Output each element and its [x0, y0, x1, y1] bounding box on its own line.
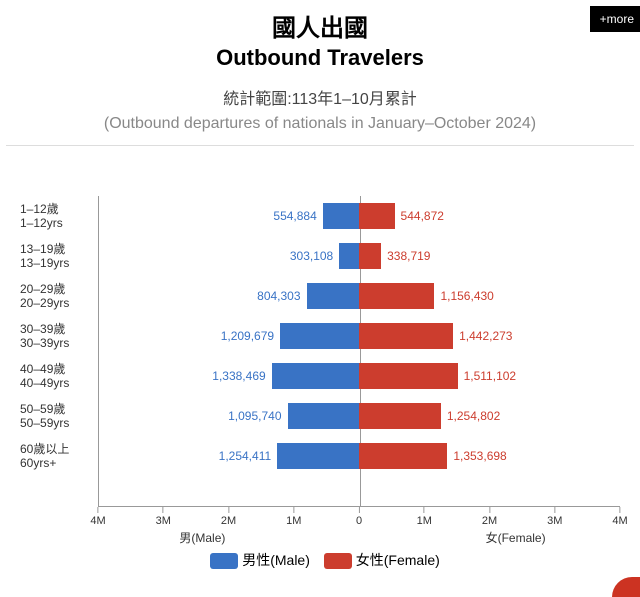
bar-pair: 554,884544,872 [98, 196, 620, 236]
x-tick-label: 2M [221, 515, 236, 527]
corner-decoration [612, 577, 640, 597]
value-label-male: 554,884 [273, 209, 322, 223]
chart-row: 13–19歲13–19yrs303,108338,719 [20, 236, 620, 276]
y-label: 20–29歲20–29yrs [20, 282, 98, 311]
bar-female: 1,442,273 [359, 323, 453, 349]
value-label-male: 303,108 [290, 249, 339, 263]
title-zh: 國人出國 [0, 8, 640, 43]
bar-female: 1,254,802 [359, 403, 441, 429]
legend-swatch-female [324, 553, 352, 569]
chart-row: 30–39歲30–39yrs1,209,6791,442,273 [20, 316, 620, 356]
chart-row: 1–12歲1–12yrs554,884544,872 [20, 196, 620, 236]
value-label-male: 1,209,679 [221, 329, 280, 343]
chart-row: 60歲以上60yrs+1,254,4111,353,698 [20, 436, 620, 476]
value-label-female: 1,442,273 [453, 329, 512, 343]
value-label-female: 1,254,802 [441, 409, 500, 423]
legend-label-female: 女性(Female) [356, 552, 440, 568]
y-label: 13–19歲13–19yrs [20, 242, 98, 271]
x-tick-label: 4M [612, 515, 627, 527]
value-label-female: 1,353,698 [447, 449, 506, 463]
legend-swatch-male [210, 553, 238, 569]
value-label-female: 1,511,102 [458, 369, 517, 383]
x-tick: 3M [547, 507, 562, 527]
x-tick-label: 0 [356, 515, 362, 527]
value-label-female: 1,156,430 [434, 289, 493, 303]
title-en: Outbound Travelers [0, 45, 640, 71]
bar-female: 1,511,102 [359, 363, 458, 389]
bar-pair: 1,209,6791,442,273 [98, 316, 620, 356]
x-tick-label: 3M [547, 515, 562, 527]
x-tick: 0 [356, 507, 362, 527]
bar-male: 303,108 [339, 243, 359, 269]
axis-title-male: 男(Male) [179, 529, 225, 546]
bar-male: 804,303 [307, 283, 359, 309]
x-tick: 3M [156, 507, 171, 527]
bar-female: 1,156,430 [359, 283, 434, 309]
x-tick-label: 2M [482, 515, 497, 527]
x-tick: 1M [286, 507, 301, 527]
axis-title-female: 女(Female) [486, 529, 546, 546]
bar-male: 1,095,740 [288, 403, 359, 429]
y-label: 30–39歲30–39yrs [20, 322, 98, 351]
x-tick-label: 1M [417, 515, 432, 527]
bar-female: 544,872 [359, 203, 395, 229]
x-tick-label: 1M [286, 515, 301, 527]
y-label: 50–59歲50–59yrs [20, 402, 98, 431]
value-label-male: 1,095,740 [228, 409, 287, 423]
subtitle-en: (Outbound departures of nationals in Jan… [0, 115, 640, 133]
x-tick: 4M [612, 507, 627, 527]
value-label-male: 1,338,469 [212, 369, 271, 383]
value-label-male: 804,303 [257, 289, 306, 303]
bar-pair: 1,095,7401,254,802 [98, 396, 620, 436]
chart-header: 國人出國 Outbound Travelers 統計範圍:113年1–10月累計… [0, 0, 640, 145]
x-tick: 4M [90, 507, 105, 527]
x-tick: 2M [221, 507, 236, 527]
bar-female: 1,353,698 [359, 443, 447, 469]
y-label: 40–49歲40–49yrs [20, 362, 98, 391]
bar-pair: 1,338,4691,511,102 [98, 356, 620, 396]
subtitle-zh: 統計範圍:113年1–10月累計 [0, 85, 640, 109]
x-tick-label: 4M [90, 515, 105, 527]
value-label-female: 338,719 [381, 249, 430, 263]
pyramid-chart: 1–12歲1–12yrs554,884544,87213–19歲13–19yrs… [20, 196, 620, 506]
x-axis: 男(Male) 女(Female) 4M3M2M1M01M2M3M4M [98, 506, 620, 546]
bar-male: 1,254,411 [277, 443, 359, 469]
y-label: 1–12歲1–12yrs [20, 202, 98, 231]
divider [6, 145, 634, 146]
bar-male: 1,209,679 [280, 323, 359, 349]
value-label-male: 1,254,411 [219, 449, 278, 463]
value-label-female: 544,872 [395, 209, 444, 223]
legend-label-male: 男性(Male) [242, 552, 310, 568]
y-label: 60歲以上60yrs+ [20, 442, 98, 471]
bar-female: 338,719 [359, 243, 381, 269]
x-tick: 2M [482, 507, 497, 527]
x-tick: 1M [417, 507, 432, 527]
chart-row: 40–49歲40–49yrs1,338,4691,511,102 [20, 356, 620, 396]
chart-row: 50–59歲50–59yrs1,095,7401,254,802 [20, 396, 620, 436]
x-tick-label: 3M [156, 515, 171, 527]
more-button[interactable]: +more [590, 6, 640, 32]
bar-male: 554,884 [323, 203, 359, 229]
chart-row: 20–29歲20–29yrs804,3031,156,430 [20, 276, 620, 316]
bar-pair: 1,254,4111,353,698 [98, 436, 620, 476]
bar-male: 1,338,469 [272, 363, 359, 389]
bar-pair: 303,108338,719 [98, 236, 620, 276]
bar-pair: 804,3031,156,430 [98, 276, 620, 316]
legend: 男性(Male) 女性(Female) [0, 550, 640, 570]
